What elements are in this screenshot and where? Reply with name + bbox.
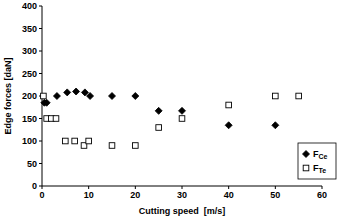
y-tick bbox=[39, 73, 42, 74]
point bbox=[53, 116, 59, 122]
y-tick bbox=[39, 6, 42, 7]
y-tick bbox=[39, 141, 42, 142]
x-tick-label: 30 bbox=[177, 190, 187, 200]
legend-marker bbox=[303, 151, 310, 158]
point bbox=[156, 125, 162, 131]
y-tick-label: 200 bbox=[22, 91, 37, 101]
point bbox=[53, 93, 60, 100]
y-tick-label: 300 bbox=[22, 46, 37, 56]
y-tick bbox=[39, 118, 42, 119]
y-tick-label: 350 bbox=[22, 24, 37, 34]
point bbox=[109, 143, 115, 149]
point bbox=[133, 143, 139, 149]
x-tick-label: 0 bbox=[39, 190, 44, 200]
legend-label: FTe bbox=[313, 163, 326, 174]
y-tick bbox=[39, 28, 42, 29]
legend: FCe FTe bbox=[298, 143, 336, 179]
x-tick bbox=[322, 186, 323, 189]
legend-box bbox=[298, 143, 336, 179]
point bbox=[87, 93, 94, 100]
x-axis-title: Cutting speed [m/s] bbox=[139, 206, 226, 216]
legend-label-sub: Ce bbox=[319, 153, 328, 160]
point bbox=[273, 93, 279, 99]
point bbox=[72, 138, 78, 144]
x-tick-label: 20 bbox=[130, 190, 140, 200]
point bbox=[226, 102, 232, 108]
point bbox=[86, 138, 92, 144]
plot-area bbox=[41, 88, 302, 148]
point bbox=[296, 93, 302, 99]
x-tick bbox=[42, 186, 43, 189]
x-tick bbox=[275, 186, 276, 189]
chart-svg: 0 50 100 150 200 250 300 350 400 0 10 20 30 40 50 60 Cut… bbox=[0, 0, 344, 220]
legend-label-sub: Te bbox=[319, 167, 327, 174]
point bbox=[132, 93, 139, 100]
x-tick bbox=[182, 186, 183, 189]
y-tick-label: 400 bbox=[22, 1, 37, 11]
point bbox=[64, 89, 71, 96]
y-tick bbox=[39, 163, 42, 164]
y-tick-label: 250 bbox=[22, 69, 37, 79]
x-tick bbox=[88, 186, 89, 189]
y-tick-label: 100 bbox=[22, 136, 37, 146]
chart-container: 0 50 100 150 200 250 300 350 400 0 10 20 30 40 50 60 Cut… bbox=[0, 0, 344, 220]
point bbox=[179, 107, 186, 114]
point bbox=[63, 138, 69, 144]
y-tick bbox=[39, 51, 42, 52]
x-tick-label: 40 bbox=[224, 190, 234, 200]
point bbox=[155, 107, 162, 114]
point bbox=[225, 122, 232, 129]
x-tick-label: 60 bbox=[317, 190, 327, 200]
x-tick bbox=[228, 186, 229, 189]
y-tick-label: 150 bbox=[22, 114, 37, 124]
x-tick bbox=[135, 186, 136, 189]
legend-marker bbox=[303, 165, 309, 171]
legend-label: FCe bbox=[313, 149, 328, 160]
point bbox=[43, 99, 50, 106]
y-tick-label: 50 bbox=[27, 159, 37, 169]
point bbox=[179, 116, 185, 122]
y-tick-label: 0 bbox=[32, 181, 37, 191]
x-tick-label: 50 bbox=[270, 190, 280, 200]
point bbox=[41, 93, 47, 99]
point bbox=[73, 88, 80, 95]
point bbox=[109, 93, 116, 100]
y-axis-title: Edge forces [daN] bbox=[3, 57, 13, 134]
x-tick-label: 10 bbox=[84, 190, 94, 200]
point bbox=[272, 122, 279, 129]
